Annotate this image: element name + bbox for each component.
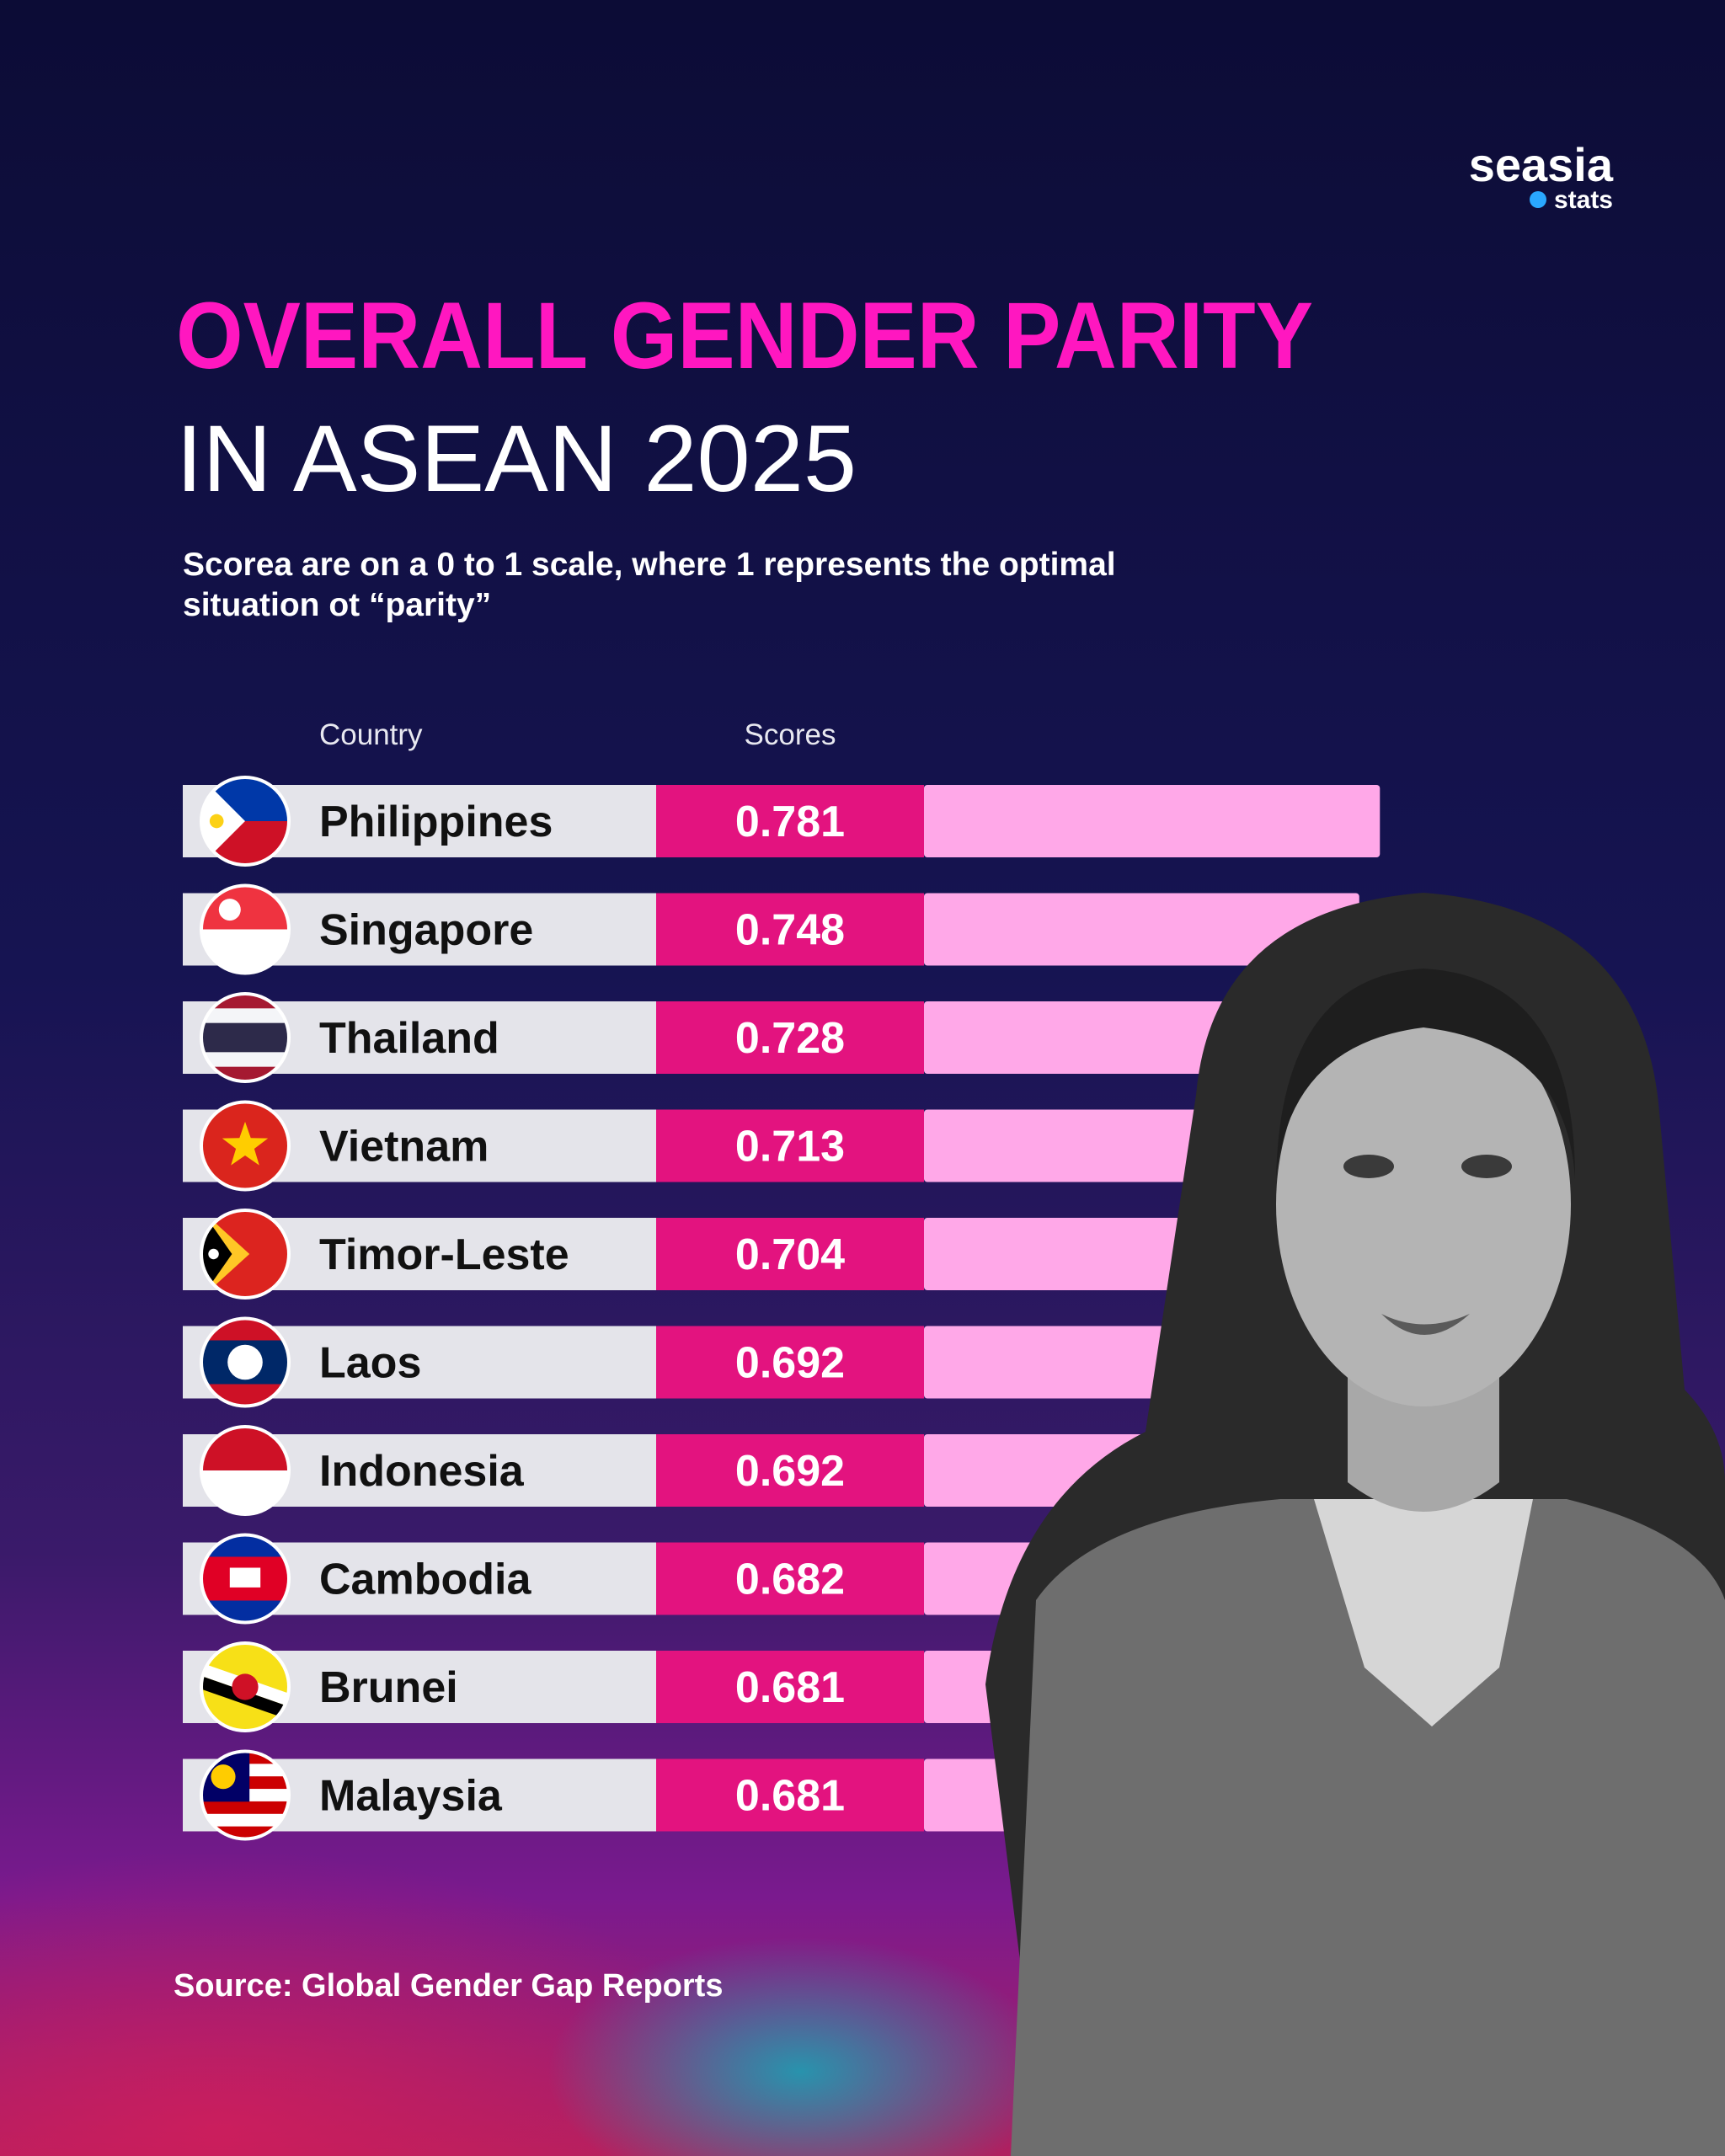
- brand-name: seasia: [1469, 138, 1614, 191]
- flag-shape: [208, 1248, 219, 1260]
- country-label: Malaysia: [319, 1772, 503, 1821]
- flag-ring: [200, 1641, 291, 1732]
- value-label: 0.692: [735, 1339, 845, 1388]
- column-header: Country: [319, 718, 423, 751]
- value-label: 0.682: [735, 1556, 845, 1604]
- score-cell: [656, 1651, 924, 1723]
- score-cell: [656, 1001, 924, 1074]
- subtitle: situation ot “parity”: [183, 587, 491, 623]
- value-label: 0.748: [735, 906, 845, 955]
- background-glow: [547, 1937, 1053, 2156]
- subtitle: Scorea are on a 0 to 1 scale, where 1 re…: [183, 547, 1116, 583]
- score-cell: [656, 1758, 924, 1832]
- flag-shape: [218, 899, 241, 921]
- flag-stripe: [201, 1008, 289, 1024]
- brand-dot: [1530, 191, 1546, 208]
- flag-shape: [209, 814, 224, 829]
- flag-ring: [200, 883, 291, 975]
- flag-ring: [200, 992, 291, 1083]
- flag-ring: [200, 1316, 291, 1408]
- bar: [924, 893, 1359, 966]
- value-label: 0.728: [735, 1014, 845, 1063]
- brand-tagline: stats: [1554, 186, 1613, 214]
- flag-ring: [200, 1533, 291, 1625]
- country-label: Timor-Leste: [319, 1230, 569, 1279]
- value-label: 0.713: [735, 1123, 845, 1171]
- flag-ring: [200, 1100, 291, 1192]
- flag-ring: [200, 1749, 291, 1841]
- value-label: 0.704: [735, 1230, 845, 1279]
- country-label: Philippines: [319, 798, 553, 846]
- flag-shape: [229, 1567, 261, 1588]
- value-label: 0.781: [735, 798, 845, 846]
- chart-title-line2: IN ASEAN 2025: [176, 406, 857, 511]
- flag-ring: [200, 776, 291, 867]
- value-label: 0.681: [735, 1772, 845, 1821]
- flag-shape: [222, 1121, 269, 1166]
- flag-stripe: [201, 1052, 289, 1068]
- score-cell: [656, 1434, 924, 1507]
- country-label: Thailand: [319, 1014, 499, 1063]
- flag-stripe: [201, 1813, 289, 1828]
- flag-icon: [201, 1643, 289, 1731]
- flag-shape: [227, 1344, 263, 1380]
- country-label: Vietnam: [319, 1123, 489, 1171]
- score-cell: [656, 1218, 924, 1290]
- country-label: Brunei: [319, 1663, 458, 1712]
- country-label: Indonesia: [319, 1447, 525, 1496]
- flag-stripe: [201, 1801, 289, 1815]
- value-label: 0.692: [735, 1447, 845, 1496]
- value-label: 0.681: [735, 1663, 845, 1712]
- flag-shape: [211, 1764, 236, 1790]
- flag-icon: [201, 1751, 289, 1839]
- score-cell: [656, 1326, 924, 1399]
- source-note: Source: Global Gender Gap Reports: [174, 1968, 723, 2004]
- flag-shape: [232, 1673, 259, 1700]
- flag-icon: [201, 1102, 289, 1190]
- flag-ring: [200, 1425, 291, 1516]
- flag-ring: [200, 1209, 291, 1299]
- column-header: Scores: [745, 718, 836, 751]
- person-photo: [985, 893, 1725, 2156]
- country-label: Singapore: [319, 906, 533, 955]
- score-cell: [656, 1542, 924, 1615]
- flag-stripe: [201, 1022, 289, 1054]
- bar: [924, 785, 1381, 857]
- chart-title: OVERALL GENDER PARITY: [176, 283, 1313, 388]
- country-label: Cambodia: [319, 1556, 531, 1604]
- country-label: Laos: [319, 1339, 421, 1388]
- score-cell: [656, 893, 924, 966]
- score-cell: [656, 1109, 924, 1182]
- score-cell: [656, 785, 924, 857]
